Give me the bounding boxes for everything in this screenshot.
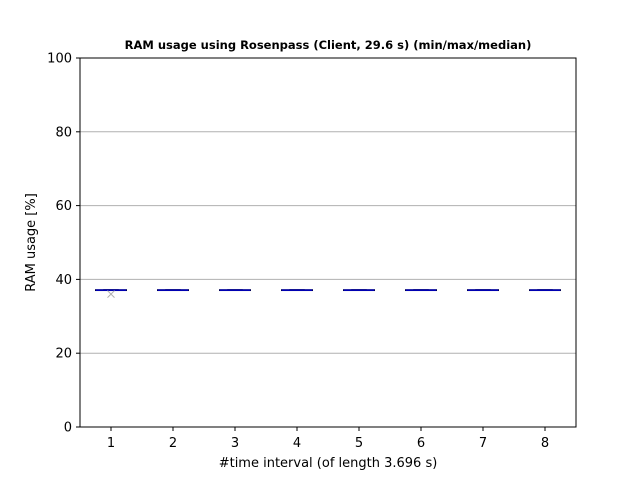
y-tick-label: 100 bbox=[47, 52, 72, 67]
y-axis-ticks: 0 20 40 60 80 100 bbox=[47, 52, 80, 436]
outlier-stroke bbox=[107, 290, 115, 299]
y-tick-label: 20 bbox=[55, 347, 72, 362]
x-tick-label: 5 bbox=[355, 436, 363, 451]
plot-frame bbox=[79, 57, 577, 428]
x-axis-label: #time interval (of length 3.696 s) bbox=[219, 456, 438, 471]
chart-title: RAM usage using Rosenpass (Client, 29.6 … bbox=[125, 38, 532, 52]
x-tick-label: 7 bbox=[479, 436, 487, 451]
y-tick-label: 0 bbox=[64, 421, 72, 436]
y-tick-label: 60 bbox=[55, 199, 72, 214]
grid-lines bbox=[80, 131, 576, 354]
x-tick-label: 2 bbox=[169, 436, 177, 451]
x-tick-label: 6 bbox=[417, 436, 425, 451]
y-axis-label: RAM usage [%] bbox=[24, 193, 39, 292]
y-tick-label: 40 bbox=[55, 273, 72, 288]
plot-marks bbox=[95, 289, 561, 299]
x-tick-label: 1 bbox=[107, 436, 115, 451]
x-tick-label: 8 bbox=[541, 436, 549, 451]
x-tick-label: 3 bbox=[231, 436, 239, 451]
outlier-point bbox=[107, 290, 115, 299]
x-axis-ticks: 1 2 3 4 5 6 7 8 bbox=[107, 427, 549, 451]
x-tick-label: 4 bbox=[293, 436, 301, 451]
y-tick-label: 80 bbox=[55, 125, 72, 140]
